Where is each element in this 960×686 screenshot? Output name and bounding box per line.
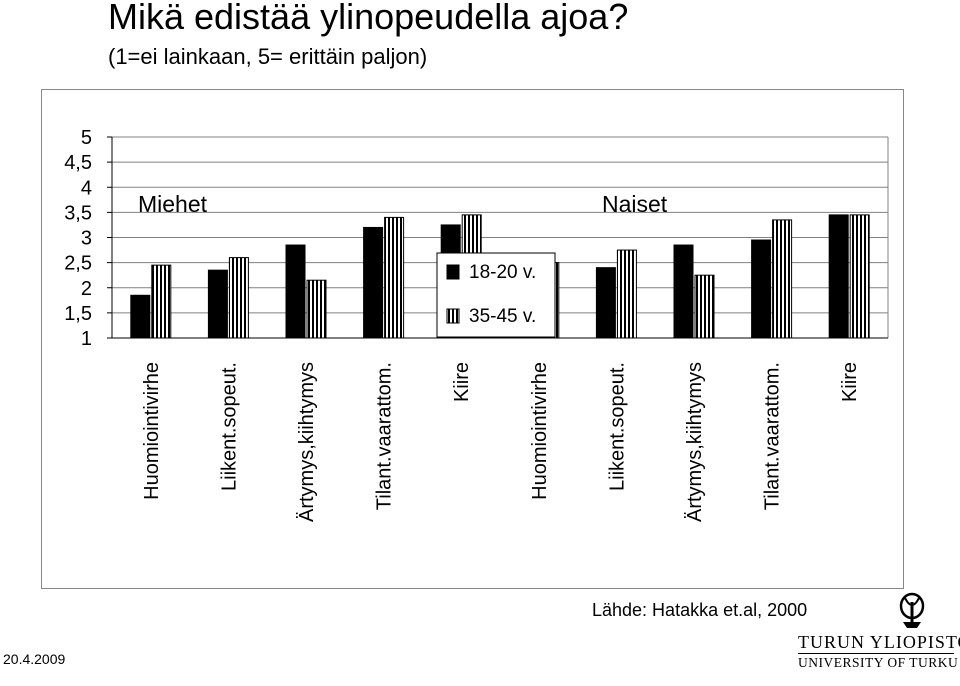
bar-naiset-35-45 xyxy=(772,219,793,339)
bar-miehet-35-45 xyxy=(384,216,405,339)
legend-label: 18-20 v. xyxy=(469,262,536,283)
university-emblem-icon xyxy=(899,592,925,628)
slide-title: Mikä edistää ylinopeudella ajoa? xyxy=(108,0,629,37)
y-tick-label: 4,5 xyxy=(64,152,92,174)
bar-naiset-35-45 xyxy=(616,249,637,339)
y-tick-label: 4 xyxy=(81,177,92,199)
slide-date: 20.4.2009 xyxy=(3,651,66,667)
chart-frame xyxy=(41,89,904,589)
bar-miehet-18-20 xyxy=(285,244,306,339)
bar-naiset-18-20 xyxy=(673,244,694,339)
x-category-label: Tilant.vaarattom. xyxy=(374,362,396,510)
bar-naiset-35-45 xyxy=(849,214,870,339)
legend-swatch xyxy=(446,308,460,324)
logo-line-2: UNIVERSITY OF TURKU xyxy=(798,655,959,670)
bar-naiset-18-20 xyxy=(828,214,849,339)
y-tick-label: 1,5 xyxy=(64,303,92,325)
x-category-label: Huomiointivirhe xyxy=(141,362,163,500)
x-category-label: Ärtymys,kiihtymys xyxy=(684,362,706,522)
bar-miehet-35-45 xyxy=(151,264,172,339)
x-category-label: Kiire xyxy=(839,362,861,402)
legend-swatch xyxy=(446,264,460,280)
bar-miehet-35-45 xyxy=(306,279,327,339)
y-tick-label: 1 xyxy=(81,328,92,350)
y-tick-label: 3 xyxy=(81,228,92,250)
x-category-label: Huomiointivirhe xyxy=(529,362,551,500)
x-category-label: Ärtymys,kiihtymys xyxy=(296,362,318,522)
bar-naiset-18-20 xyxy=(751,239,772,339)
y-tick-label: 2 xyxy=(81,278,92,300)
logo-divider xyxy=(798,653,954,654)
x-category-label: Tilant.vaarattom. xyxy=(762,362,784,510)
legend-label: 35-45 v. xyxy=(469,306,536,327)
logo-line-1: TURUN YLIOPISTO xyxy=(798,632,960,652)
group-label-miehet: Miehet xyxy=(138,191,208,217)
bar-miehet-18-20 xyxy=(130,294,151,339)
bar-miehet-35-45 xyxy=(228,257,249,339)
bar-miehet-18-20 xyxy=(363,226,384,339)
slide-subtitle: (1=ei lainkaan, 5= erittäin paljon) xyxy=(108,44,428,69)
group-label-naiset: Naiset xyxy=(602,191,668,217)
y-tick-label: 2,5 xyxy=(64,253,92,275)
x-category-label: Liikent.sopeut. xyxy=(606,362,628,491)
bar-miehet-18-20 xyxy=(207,269,228,339)
bar-naiset-18-20 xyxy=(595,267,616,339)
source-citation: Lähde: Hatakka et.al, 2000 xyxy=(592,600,808,620)
x-category-label: Liikent.sopeut. xyxy=(218,362,240,491)
x-category-label: Kiire xyxy=(451,362,473,402)
y-tick-label: 3,5 xyxy=(64,202,92,224)
y-tick-label: 5 xyxy=(81,127,92,149)
bar-naiset-35-45 xyxy=(694,274,715,339)
